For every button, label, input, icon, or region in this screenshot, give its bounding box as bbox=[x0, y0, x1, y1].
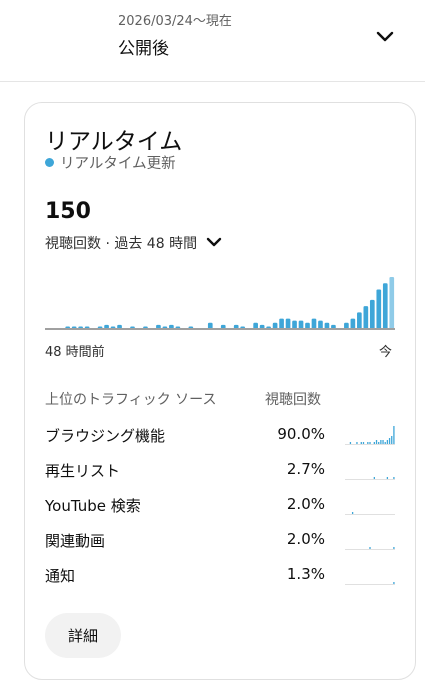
realtime-update-indicator: リアルタイム更新 bbox=[45, 152, 176, 173]
period-label: 公開後 bbox=[118, 39, 169, 59]
sparkline-bar bbox=[380, 440, 382, 444]
sparkline-bar bbox=[393, 582, 395, 584]
chart-bar bbox=[357, 312, 362, 329]
sparkline-bar bbox=[373, 477, 375, 479]
metric-label: 視聴回数 · 過去 48 時間 bbox=[45, 236, 198, 252]
traffic-sparkline bbox=[345, 426, 395, 445]
chart-baseline bbox=[45, 328, 395, 330]
chart-bar bbox=[104, 324, 109, 329]
chart-bar bbox=[324, 322, 330, 329]
realtime-update-label: リアルタイム更新 bbox=[60, 156, 176, 172]
traffic-source-percent: 2.0% bbox=[286, 495, 325, 513]
sparkline-bar bbox=[388, 438, 391, 444]
chart-bar bbox=[285, 318, 291, 329]
traffic-source-name: 通知 bbox=[45, 567, 76, 585]
realtime-card: リアルタイム リアルタイム更新 150 視聴回数 · 過去 48 時間 48 時… bbox=[24, 102, 416, 680]
traffic-row: 通知 1.3% bbox=[45, 563, 395, 587]
chart-bar bbox=[169, 324, 174, 329]
sparkline-bar bbox=[356, 442, 358, 444]
chart-bar bbox=[207, 322, 213, 329]
chart-bar bbox=[272, 322, 278, 329]
traffic-source-name: 再生リスト bbox=[45, 462, 121, 480]
sparkline-bar bbox=[393, 426, 395, 444]
sparkline-bar bbox=[393, 547, 395, 549]
traffic-row: 関連動画 2.0% bbox=[45, 528, 395, 552]
chart-bar bbox=[259, 324, 265, 329]
traffic-sparkline bbox=[345, 477, 395, 480]
chart-bar bbox=[344, 322, 349, 329]
chart-axis-start-label: 48 時間前 bbox=[45, 345, 105, 360]
traffic-source-name: YouTube 検索 bbox=[45, 497, 141, 515]
sparkline-bar bbox=[351, 512, 354, 514]
sparkline-bar bbox=[384, 442, 386, 444]
chart-bar bbox=[382, 283, 388, 329]
realtime-views-chart bbox=[65, 277, 395, 329]
live-dot-icon bbox=[45, 158, 54, 167]
sparkline-bar bbox=[367, 442, 369, 444]
chart-bar bbox=[369, 299, 375, 329]
sparkline-bar bbox=[369, 547, 371, 549]
chart-axis-end-label: 今 bbox=[379, 345, 393, 360]
chart-bar bbox=[292, 320, 297, 329]
chart-bar bbox=[318, 320, 323, 329]
traffic-source-percent: 2.7% bbox=[286, 460, 325, 478]
sparkline-bar bbox=[391, 436, 393, 444]
chart-bar bbox=[117, 324, 122, 329]
period-selector[interactable]: 2026/03/24～現在 公開後 bbox=[0, 0, 425, 82]
sparkline-bar bbox=[382, 440, 384, 444]
chevron-down-icon[interactable] bbox=[205, 236, 223, 250]
metric-selector[interactable]: 視聴回数 · 過去 48 時間 bbox=[45, 233, 223, 253]
traffic-sparkline bbox=[345, 512, 395, 515]
chart-bar bbox=[311, 318, 317, 329]
chart-bar bbox=[298, 320, 304, 329]
chart-bar bbox=[331, 324, 336, 329]
traffic-row: ブラウジング機能 90.0% bbox=[45, 423, 395, 447]
sparkline-bar bbox=[373, 442, 375, 444]
chart-bar bbox=[305, 322, 310, 329]
chart-bar bbox=[363, 306, 369, 329]
traffic-row: YouTube 検索 2.0% bbox=[45, 493, 395, 517]
chart-bar bbox=[220, 324, 226, 329]
traffic-source-name: 関連動画 bbox=[45, 532, 106, 550]
traffic-source-percent: 2.0% bbox=[286, 530, 325, 548]
traffic-source-name: ブラウジング機能 bbox=[45, 427, 166, 445]
sparkline-bar bbox=[349, 442, 352, 444]
sparkline-bar bbox=[360, 442, 362, 444]
chart-bar bbox=[350, 318, 356, 329]
chevron-down-icon[interactable] bbox=[374, 28, 396, 46]
realtime-title: リアルタイム bbox=[45, 129, 183, 155]
sparkline-bar bbox=[386, 477, 389, 479]
sparkline-bar bbox=[375, 440, 378, 444]
traffic-source-percent: 1.3% bbox=[286, 565, 325, 583]
chart-bar bbox=[389, 277, 395, 329]
traffic-sparkline bbox=[345, 547, 395, 550]
sparkline-bar bbox=[362, 442, 365, 444]
sparkline-bar bbox=[378, 442, 380, 444]
sparkline-bar bbox=[386, 440, 389, 444]
sparkline-bar bbox=[393, 477, 395, 479]
chart-bar bbox=[279, 318, 284, 329]
traffic-source-percent: 90.0% bbox=[277, 425, 325, 443]
details-button[interactable]: 詳細 bbox=[45, 613, 121, 658]
traffic-header-source: 上位のトラフィック ソース bbox=[45, 392, 217, 408]
realtime-view-count: 150 bbox=[45, 199, 91, 224]
chart-bar bbox=[233, 324, 239, 329]
period-date-range: 2026/03/24～現在 bbox=[118, 14, 232, 29]
chart-bar bbox=[376, 289, 382, 329]
traffic-header-views: 視聴回数 bbox=[265, 392, 321, 408]
chart-bar bbox=[156, 324, 161, 329]
traffic-row: 再生リスト 2.7% bbox=[45, 458, 395, 482]
chart-bar bbox=[253, 322, 258, 329]
sparkline-bar bbox=[369, 442, 371, 444]
traffic-sparkline bbox=[345, 582, 395, 585]
